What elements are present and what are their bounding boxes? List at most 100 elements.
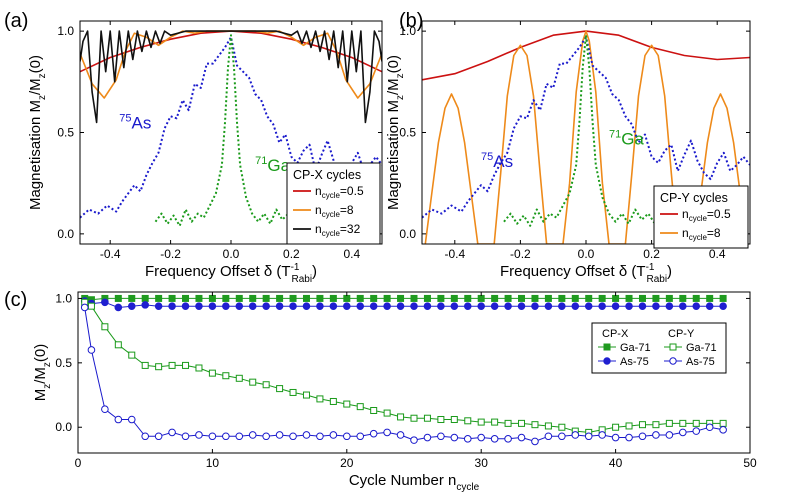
point-y_ga (87, 302, 95, 310)
point-y_ga (168, 361, 176, 369)
series-group (80, 30, 382, 227)
point-x_as (611, 302, 620, 310)
point-x_ga (692, 294, 700, 302)
point-y_ga (302, 391, 310, 399)
point-x_ga (262, 294, 270, 302)
point-y_as (490, 435, 499, 443)
point-y_ga (531, 421, 539, 429)
point-y_ga (450, 416, 458, 424)
y-tick-label: 1.0 (55, 291, 72, 305)
point-x_ga (531, 294, 539, 302)
point-x_as (477, 302, 486, 310)
point-y_as (531, 437, 539, 446)
point-y_ga (504, 419, 512, 427)
y-axis-label: Mz/Mz(0) (32, 344, 53, 402)
x-tick-label: -0.4 (100, 247, 121, 261)
point-x_ga (625, 294, 633, 302)
point-y_as (665, 431, 674, 439)
point-x_as (450, 302, 459, 310)
point-y_ga (235, 374, 243, 382)
point-x_ga (491, 294, 499, 302)
point-y_as (611, 433, 620, 442)
point-y_ga (397, 413, 405, 421)
point-y_ga (625, 422, 633, 430)
legend-entry: Ga-71 (686, 342, 717, 354)
legend-title: CP-X cycles (293, 168, 361, 182)
point-x_as (544, 302, 553, 310)
point-x_ga (316, 294, 324, 302)
point-y_ga (652, 421, 660, 429)
point-x_as (423, 302, 432, 310)
point-x_as (490, 302, 499, 310)
point-y_ga (182, 361, 190, 369)
point-y_as (571, 431, 580, 439)
point-x_as (114, 303, 123, 312)
point-x_ga (128, 294, 136, 302)
point-x_ga (276, 294, 284, 302)
point-y_ga (544, 422, 552, 430)
point-x_as (222, 302, 230, 310)
x-tick-label: 30 (475, 456, 489, 470)
point-x_ga (383, 294, 391, 302)
point-x_as (665, 302, 674, 310)
point-y_ga (477, 418, 485, 426)
x-axis-label: Frequency Offset δ (T-1 Rabi) (145, 262, 317, 285)
point-y_as (195, 431, 203, 439)
point-y_as (504, 435, 512, 443)
point-y_as (101, 405, 109, 414)
point-x_as (208, 302, 217, 310)
panel-label: (c) (4, 289, 27, 311)
point-x_ga (719, 294, 727, 302)
legend-entry: ncycle=0.5 (682, 207, 731, 223)
point-x_ga (612, 294, 620, 302)
point-y_as (154, 432, 163, 441)
point-y_as (235, 432, 244, 441)
point-y_as (463, 435, 472, 443)
point-y_as (222, 432, 230, 441)
point-y_ga (222, 372, 230, 380)
point-y_ga (316, 395, 324, 403)
point-y_ga (518, 419, 526, 427)
point-x_ga (370, 294, 378, 302)
x-tick-label: -0.2 (160, 247, 181, 261)
point-y_as (625, 433, 633, 442)
point-y_as (584, 432, 593, 441)
point-y_as (638, 432, 647, 441)
point-y_as (181, 432, 190, 441)
x-tick-label: 0.2 (283, 247, 300, 261)
y-tick-label: 0.0 (55, 420, 72, 434)
point-y_ga (195, 364, 203, 372)
point-x_ga (235, 294, 243, 302)
series-line-cp32 (80, 30, 382, 124)
x-tick-label: 0 (75, 456, 82, 470)
point-y_as (302, 431, 311, 439)
point-y_ga (692, 419, 700, 427)
point-x_as (262, 302, 270, 310)
point-y_ga (208, 369, 216, 377)
point-x_as (343, 302, 351, 310)
point-y_ga (679, 419, 687, 427)
point-y_as (383, 428, 391, 437)
point-x_ga (652, 294, 660, 302)
point-y_ga (370, 406, 378, 414)
point-y_ga (128, 351, 136, 359)
point-x_as (141, 301, 149, 309)
point-x_as (517, 302, 526, 310)
point-y_as (423, 433, 432, 442)
point-x_ga (638, 294, 646, 302)
point-y_as (598, 431, 606, 439)
x-tick-label: 0.2 (643, 247, 660, 261)
point-x_ga (665, 294, 673, 302)
point-y_ga (638, 421, 646, 429)
point-x_ga (679, 294, 687, 302)
point-y_ga (262, 381, 270, 389)
legend-box (286, 162, 381, 245)
point-y_as (450, 433, 459, 442)
point-x_as (679, 302, 687, 310)
point-y_as (329, 431, 338, 439)
x-tick-label: 0.4 (343, 247, 360, 261)
point-y_ga (141, 361, 149, 369)
series-group (422, 30, 750, 244)
point-y_ga (329, 397, 337, 405)
y-axis-label: Magnetisation Mz/Mz(0) (27, 55, 48, 210)
